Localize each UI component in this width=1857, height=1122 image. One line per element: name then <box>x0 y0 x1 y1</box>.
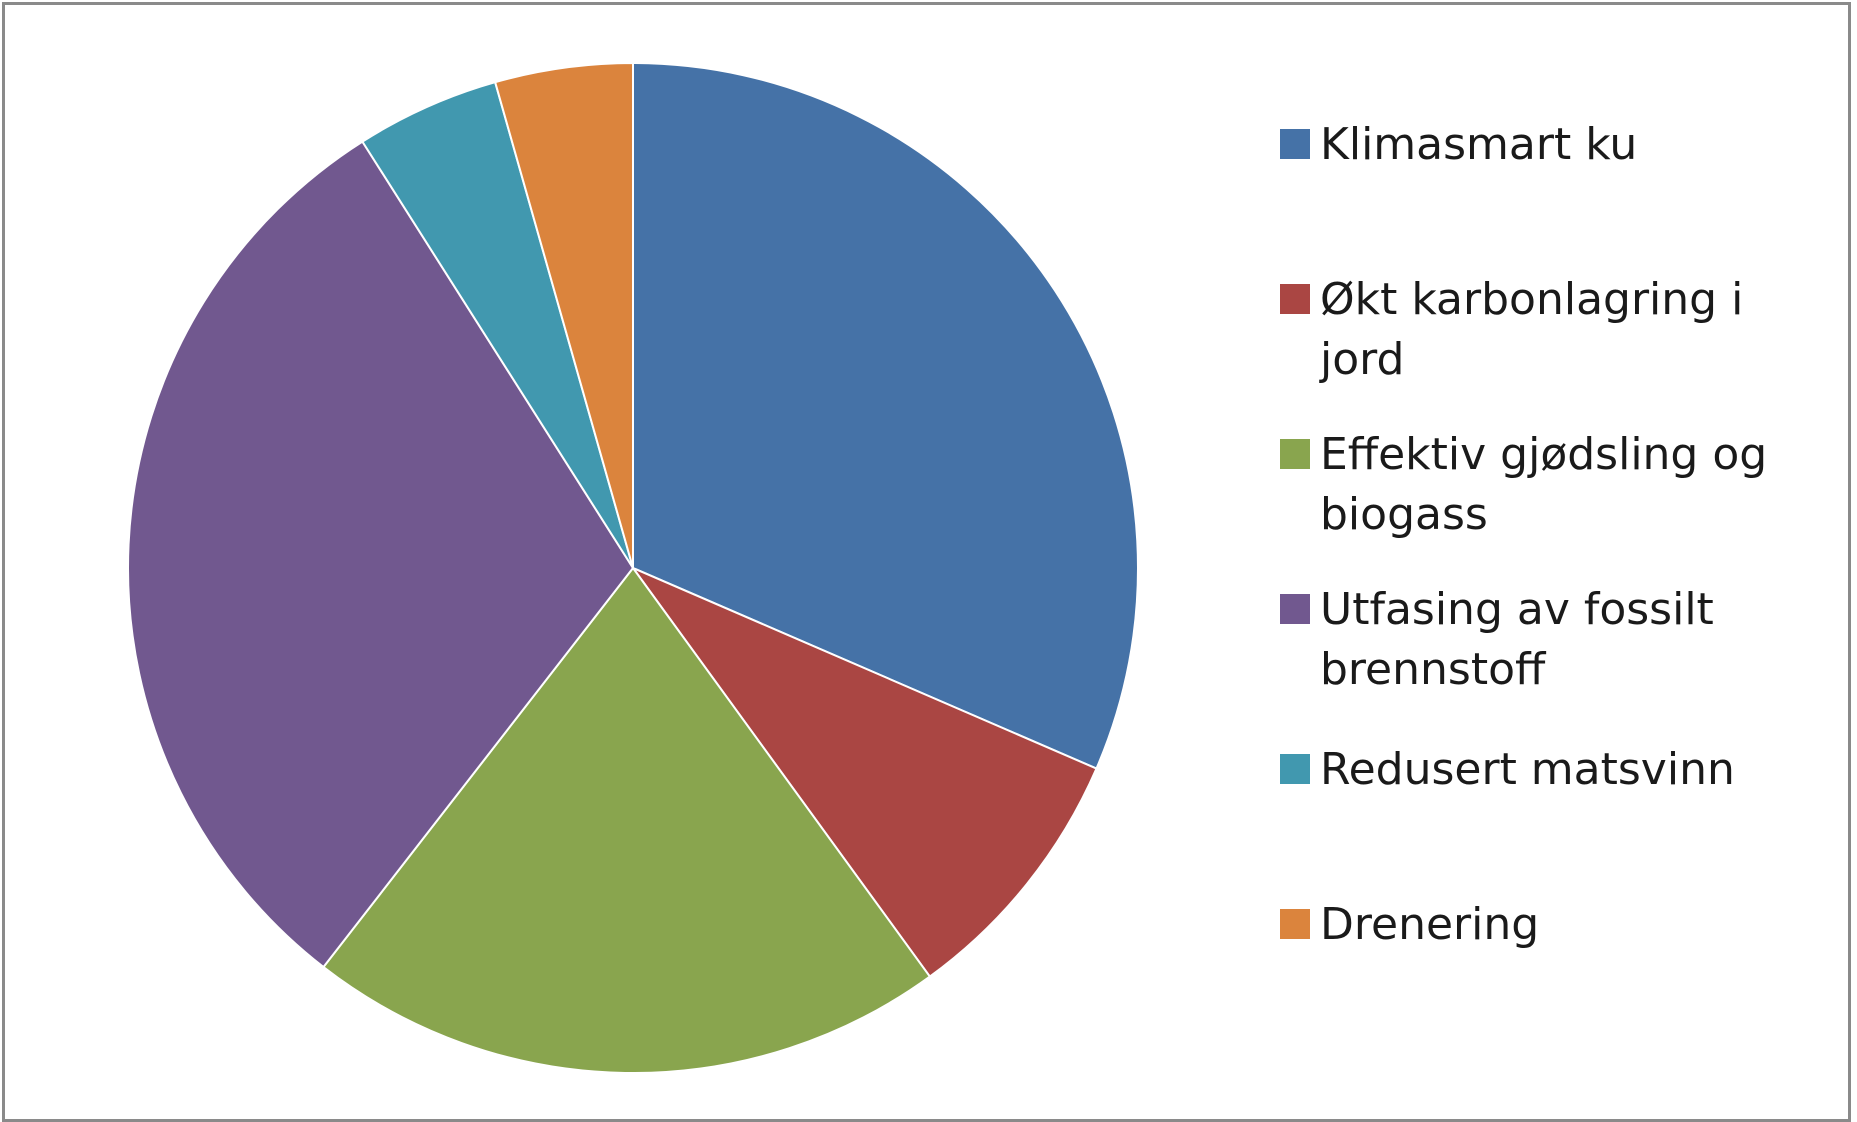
legend-label: Klimasmart ku <box>1320 119 1638 170</box>
legend-swatch <box>1280 909 1310 939</box>
pie-slice-2 <box>322 566 932 1074</box>
legend-swatch <box>1280 129 1310 159</box>
legend-swatch <box>1280 439 1310 469</box>
pie-slice-0 <box>632 61 1139 770</box>
legend-label: Drenering <box>1320 899 1540 950</box>
legend-swatch <box>1280 594 1310 624</box>
legend-item-utfasing-fossilt: Utfasing av fossilt brennstoff <box>1280 580 1820 700</box>
legend-label: Økt karbonlagring i jord <box>1320 274 1744 385</box>
legend-item-klimasmart-ku: Klimasmart ku <box>1280 115 1820 175</box>
legend-item-drenering: Drenering <box>1280 895 1820 955</box>
pie-slice-1 <box>630 565 1098 978</box>
pie-chart <box>127 61 1139 1074</box>
pie-slice-5 <box>493 61 634 569</box>
legend-label: Effektiv gjødsling og biogass <box>1320 429 1768 540</box>
legend-item-redusert-matsvinn: Redusert matsvinn <box>1280 740 1820 800</box>
pie-slice-3 <box>127 140 635 969</box>
legend-label: Redusert matsvinn <box>1320 744 1735 795</box>
legend-swatch <box>1280 284 1310 314</box>
legend-swatch <box>1280 754 1310 784</box>
legend-item-effektiv-gjodsling: Effektiv gjødsling og biogass <box>1280 425 1820 545</box>
legend-label: Utfasing av fossilt brennstoff <box>1320 584 1714 695</box>
legend-item-okt-karbonlagring: Økt karbonlagring i jord <box>1280 270 1820 390</box>
